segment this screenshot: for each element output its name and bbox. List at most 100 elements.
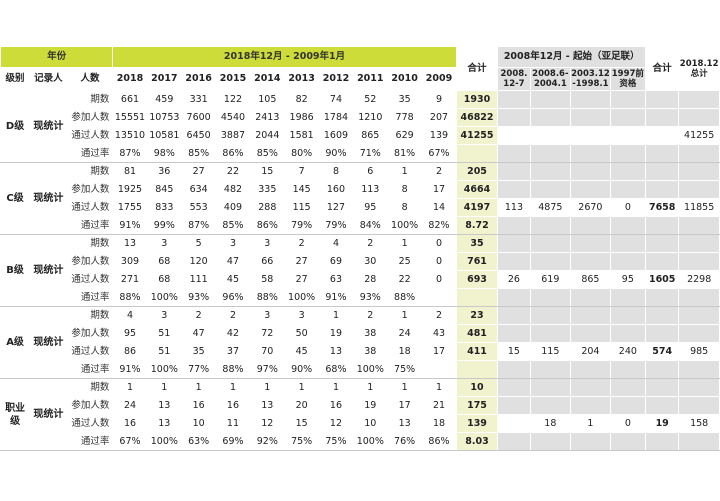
- value-cell: 51: [146, 324, 182, 343]
- empty-cell: [529, 180, 572, 199]
- empty-cell: [497, 288, 531, 307]
- value-cell: 11: [215, 414, 251, 433]
- grand-total-cell: 158: [678, 414, 720, 433]
- year-header: 2010: [386, 67, 423, 91]
- table-row: 参加人数 95 51 47 42 72 50 19 38 24 43 481: [1, 324, 720, 343]
- value-cell: 111: [180, 270, 217, 289]
- value-cell: 2: [352, 306, 388, 325]
- value-cell: 75%: [386, 360, 423, 379]
- value-cell: 2: [180, 306, 217, 325]
- empty-cell: [529, 108, 572, 127]
- value-cell: 139: [421, 126, 457, 145]
- value-cell: 8: [386, 198, 423, 217]
- value-cell: 82%: [421, 216, 457, 235]
- empty-cell: [570, 432, 611, 451]
- start-period-label: 2008年12月 - 起始（亚足联）: [497, 46, 647, 68]
- table-row: 通过人数 1755 833 553 409 288 115 127 95 8 14 4197 113 48…: [1, 198, 720, 217]
- empty-cell: [570, 180, 611, 199]
- range-header: 2008. 12-7: [497, 67, 531, 91]
- value-cell: 1986: [283, 108, 320, 127]
- value-cell: 95: [112, 324, 148, 343]
- value-cell: 127: [318, 198, 354, 217]
- empty-cell: [529, 252, 572, 271]
- value-cell: 1: [249, 378, 285, 397]
- value-cell: 160: [318, 180, 354, 199]
- empty-cell: [645, 234, 680, 253]
- value-cell: 778: [386, 108, 423, 127]
- historic-sum-cell: 1605: [645, 270, 680, 289]
- value-cell: 91%: [112, 216, 148, 235]
- empty-cell: [678, 216, 720, 235]
- value-cell: 105: [249, 90, 285, 109]
- row-total-cell: [455, 360, 499, 379]
- empty-cell: [645, 378, 680, 397]
- value-cell: 87%: [180, 216, 217, 235]
- value-cell: 3: [146, 306, 182, 325]
- historic-value-cell: 1: [570, 414, 611, 433]
- value-cell: 1609: [318, 126, 354, 145]
- range-header: 2003.12 -1998.1: [570, 67, 611, 91]
- value-cell: 2044: [249, 126, 285, 145]
- statistics-table-container: 年份 2018年12月 - 2009年1月 合计 2008年12月 - 起始（亚…: [0, 46, 720, 451]
- metric-label: 通过率: [66, 432, 114, 451]
- metric-label: 通过率: [66, 216, 114, 235]
- value-cell: 865: [352, 126, 388, 145]
- value-cell: 1: [386, 306, 423, 325]
- empty-cell: [678, 90, 720, 109]
- value-cell: 86%: [421, 432, 457, 451]
- historic-value-cell: 95: [609, 270, 647, 289]
- value-cell: 19: [352, 396, 388, 415]
- value-cell: 75%: [318, 432, 354, 451]
- value-cell: 661: [112, 90, 148, 109]
- empty-cell: [609, 234, 647, 253]
- empty-cell: [645, 324, 680, 343]
- historic-value-cell: 619: [529, 270, 572, 289]
- value-cell: 2: [283, 234, 320, 253]
- row-total-cell: [455, 144, 499, 163]
- table-row: 通过人数 271 68 111 45 58 27 63 28 22 0 693 26 619 865 95 16…: [1, 270, 720, 289]
- empty-cell: [529, 144, 572, 163]
- row-total-cell: 41255: [455, 126, 499, 145]
- value-cell: 100%: [146, 360, 182, 379]
- value-cell: 91%: [112, 360, 148, 379]
- value-cell: 629: [386, 126, 423, 145]
- empty-cell: [645, 396, 680, 415]
- value-cell: 68: [146, 252, 182, 271]
- row-total-cell: 481: [455, 324, 499, 343]
- value-cell: 66: [249, 252, 285, 271]
- value-cell: 85%: [249, 144, 285, 163]
- historic-value-cell: [529, 126, 572, 145]
- value-cell: 81%: [386, 144, 423, 163]
- value-cell: 99%: [146, 216, 182, 235]
- value-cell: 58: [249, 270, 285, 289]
- value-cell: 207: [421, 108, 457, 127]
- value-cell: 122: [215, 90, 251, 109]
- recorder-cell: 现统计: [29, 234, 68, 307]
- value-cell: 69%: [215, 432, 251, 451]
- value-cell: 409: [215, 198, 251, 217]
- value-cell: 79%: [318, 216, 354, 235]
- historic-sum-cell: [645, 126, 680, 145]
- value-cell: 14: [421, 198, 457, 217]
- value-cell: 47: [180, 324, 217, 343]
- range-header: 1997前 资格: [609, 67, 647, 91]
- value-cell: 86%: [249, 216, 285, 235]
- historic-value-cell: [497, 126, 531, 145]
- empty-cell: [645, 108, 680, 127]
- period-label: 2018年12月 - 2009年1月: [112, 46, 457, 68]
- value-cell: 88%: [249, 288, 285, 307]
- value-cell: 0: [421, 270, 457, 289]
- table-row: 参加人数 24 13 16 16 13 20 16 19 17 21 175: [1, 396, 720, 415]
- row-total-cell: 35: [455, 234, 499, 253]
- historic-sum-cell: 574: [645, 342, 680, 361]
- value-cell: 81: [112, 162, 148, 181]
- historic-value-cell: 0: [609, 414, 647, 433]
- historic-value-cell: 865: [570, 270, 611, 289]
- value-cell: 12: [249, 414, 285, 433]
- value-cell: 335: [249, 180, 285, 199]
- value-cell: 98%: [146, 144, 182, 163]
- empty-cell: [529, 162, 572, 181]
- row-total-cell: 139: [455, 414, 499, 433]
- empty-cell: [645, 144, 680, 163]
- value-cell: 88%: [112, 288, 148, 307]
